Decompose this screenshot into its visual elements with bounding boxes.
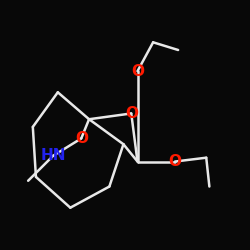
Text: O: O <box>75 131 88 146</box>
Text: HN: HN <box>40 148 66 163</box>
Text: O: O <box>168 154 181 169</box>
Text: O: O <box>125 106 138 121</box>
Text: O: O <box>131 64 144 79</box>
